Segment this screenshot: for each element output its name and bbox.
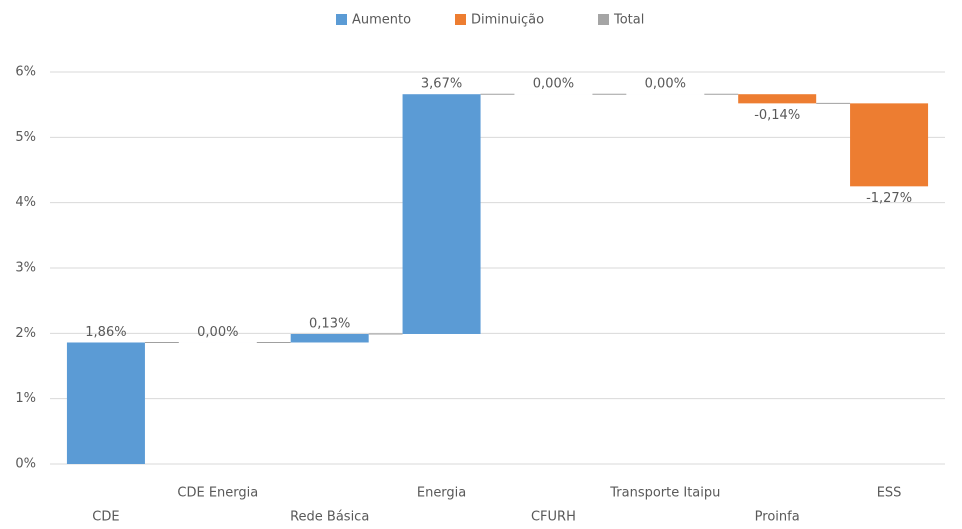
data-label: 0,00% [645,77,686,92]
legend-label: Total [613,13,644,28]
y-tick-label: 3% [15,261,36,276]
y-tick-label: 2% [15,326,36,341]
bar [67,342,145,464]
y-tick-label: 6% [15,65,36,80]
x-tick-label: ESS [877,486,902,501]
data-label: 0,00% [533,77,574,92]
data-label: 1,86% [85,325,126,340]
legend-label: Diminuição [471,13,544,28]
y-tick-label: 4% [15,195,36,210]
bar [850,103,928,186]
x-tick-label: CDE Energia [177,486,258,501]
data-label: 0,00% [197,325,238,340]
x-tick-label: Proinfa [755,510,800,525]
x-tick-label: CDE [92,510,119,525]
bar [291,334,369,342]
y-tick-label: 5% [15,130,36,145]
x-tick-label: Transporte Itaipu [609,486,720,501]
y-tick-label: 0% [15,457,36,472]
x-tick-label: Rede Básica [290,510,369,525]
data-label: 0,13% [309,316,350,331]
data-label: 3,67% [421,77,462,92]
data-label: -1,27% [866,191,912,206]
legend-swatch [455,14,466,25]
legend-label: Aumento [352,13,411,28]
legend-swatch [336,14,347,25]
x-tick-label: Energia [417,486,466,501]
bar [738,94,816,103]
y-tick-label: 1% [15,391,36,406]
data-label: -0,14% [754,108,800,123]
x-tick-label: CFURH [531,510,576,525]
legend-swatch [598,14,609,25]
bar [403,94,481,334]
